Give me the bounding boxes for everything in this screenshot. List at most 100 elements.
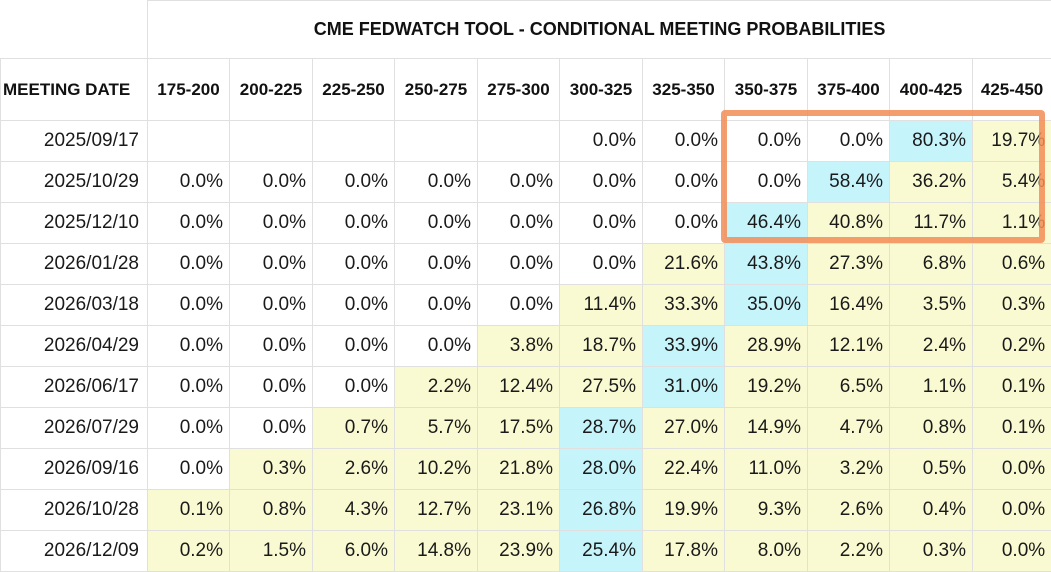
probability-cell: 12.4% (478, 367, 560, 408)
probability-cell: 17.8% (643, 531, 725, 572)
probability-cell: 0.1% (148, 490, 230, 531)
probability-cell: 0.1% (973, 408, 1051, 449)
probability-cell: 0.7% (313, 408, 395, 449)
probability-cell: 10.2% (395, 449, 478, 490)
probability-cell: 12.7% (395, 490, 478, 531)
probability-cell: 0.0% (313, 326, 395, 367)
meeting-date-cell: 2026/01/28 (1, 244, 148, 285)
probability-cell: 0.0% (395, 285, 478, 326)
probability-cell: 27.3% (808, 244, 890, 285)
probability-cell (395, 121, 478, 162)
rate-range-header: 375-400 (808, 59, 890, 121)
probability-cell: 16.4% (808, 285, 890, 326)
probability-cell: 14.8% (395, 531, 478, 572)
probability-cell: 12.1% (808, 326, 890, 367)
probability-cell: 3.8% (478, 326, 560, 367)
probability-cell: 0.2% (973, 326, 1051, 367)
probability-cell: 9.3% (725, 490, 808, 531)
probability-cell: 0.2% (148, 531, 230, 572)
probability-cell: 0.0% (148, 326, 230, 367)
meeting-date-cell: 2026/07/29 (1, 408, 148, 449)
rate-range-header: 200-225 (230, 59, 313, 121)
probability-cell: 2.6% (808, 490, 890, 531)
probability-cell: 21.8% (478, 449, 560, 490)
rate-range-header: 300-325 (560, 59, 643, 121)
meeting-date-cell: 2026/04/29 (1, 326, 148, 367)
probability-cell: 0.3% (230, 449, 313, 490)
probability-cell: 0.3% (973, 285, 1051, 326)
probability-cell: 58.4% (808, 162, 890, 203)
probability-cell: 0.0% (560, 203, 643, 244)
probability-cell: 0.5% (890, 449, 973, 490)
meeting-date-cell: 2025/10/29 (1, 162, 148, 203)
corner-cell (1, 1, 148, 59)
probability-cell: 26.8% (560, 490, 643, 531)
probability-cell: 0.0% (478, 285, 560, 326)
probability-cell: 11.7% (890, 203, 973, 244)
probability-cell: 0.0% (395, 203, 478, 244)
probability-cell: 0.0% (478, 162, 560, 203)
probability-cell: 0.0% (148, 285, 230, 326)
probability-cell: 1.1% (890, 367, 973, 408)
probability-cell: 35.0% (725, 285, 808, 326)
rate-range-header: 175-200 (148, 59, 230, 121)
probability-cell: 0.0% (725, 162, 808, 203)
probability-cell: 6.0% (313, 531, 395, 572)
probability-cell: 0.1% (973, 367, 1051, 408)
probability-cell: 3.5% (890, 285, 973, 326)
probability-cell: 0.0% (313, 285, 395, 326)
probability-cell: 33.3% (643, 285, 725, 326)
probability-cell: 0.0% (560, 244, 643, 285)
probability-cell: 23.9% (478, 531, 560, 572)
probability-cell: 0.6% (973, 244, 1051, 285)
probability-cell (313, 121, 395, 162)
probability-cell: 4.3% (313, 490, 395, 531)
probability-cell: 3.2% (808, 449, 890, 490)
probability-cell: 0.3% (890, 531, 973, 572)
probability-cell: 11.0% (725, 449, 808, 490)
probability-cell: 0.0% (478, 203, 560, 244)
probability-cell: 23.1% (478, 490, 560, 531)
probability-cell: 0.0% (230, 285, 313, 326)
rate-range-header: 350-375 (725, 59, 808, 121)
meeting-date-cell: 2026/06/17 (1, 367, 148, 408)
probability-cell: 33.9% (643, 326, 725, 367)
meeting-date-header: MEETING DATE (1, 59, 148, 121)
meeting-date-cell: 2025/09/17 (1, 121, 148, 162)
probability-cell: 0.8% (230, 490, 313, 531)
probability-cell: 0.0% (808, 121, 890, 162)
probability-cell: 0.4% (890, 490, 973, 531)
meeting-date-cell: 2025/12/10 (1, 203, 148, 244)
probability-cell: 0.0% (643, 121, 725, 162)
probability-cell: 0.0% (313, 367, 395, 408)
rate-range-header: 400-425 (890, 59, 973, 121)
probability-cell: 0.0% (230, 244, 313, 285)
probability-cell: 4.7% (808, 408, 890, 449)
table-title: CME FEDWATCH TOOL - CONDITIONAL MEETING … (148, 1, 1051, 59)
probability-cell: 19.2% (725, 367, 808, 408)
probability-cell: 31.0% (643, 367, 725, 408)
meeting-date-cell: 2026/10/28 (1, 490, 148, 531)
probability-cell: 6.8% (890, 244, 973, 285)
meeting-date-cell: 2026/09/16 (1, 449, 148, 490)
probability-cell: 5.7% (395, 408, 478, 449)
probability-cell: 17.5% (478, 408, 560, 449)
probability-cell: 36.2% (890, 162, 973, 203)
probability-cell: 1.5% (230, 531, 313, 572)
probability-cell: 28.9% (725, 326, 808, 367)
probability-cell: 0.0% (148, 244, 230, 285)
probability-cell: 0.0% (148, 449, 230, 490)
probability-cell: 2.6% (313, 449, 395, 490)
probability-cell: 22.4% (643, 449, 725, 490)
